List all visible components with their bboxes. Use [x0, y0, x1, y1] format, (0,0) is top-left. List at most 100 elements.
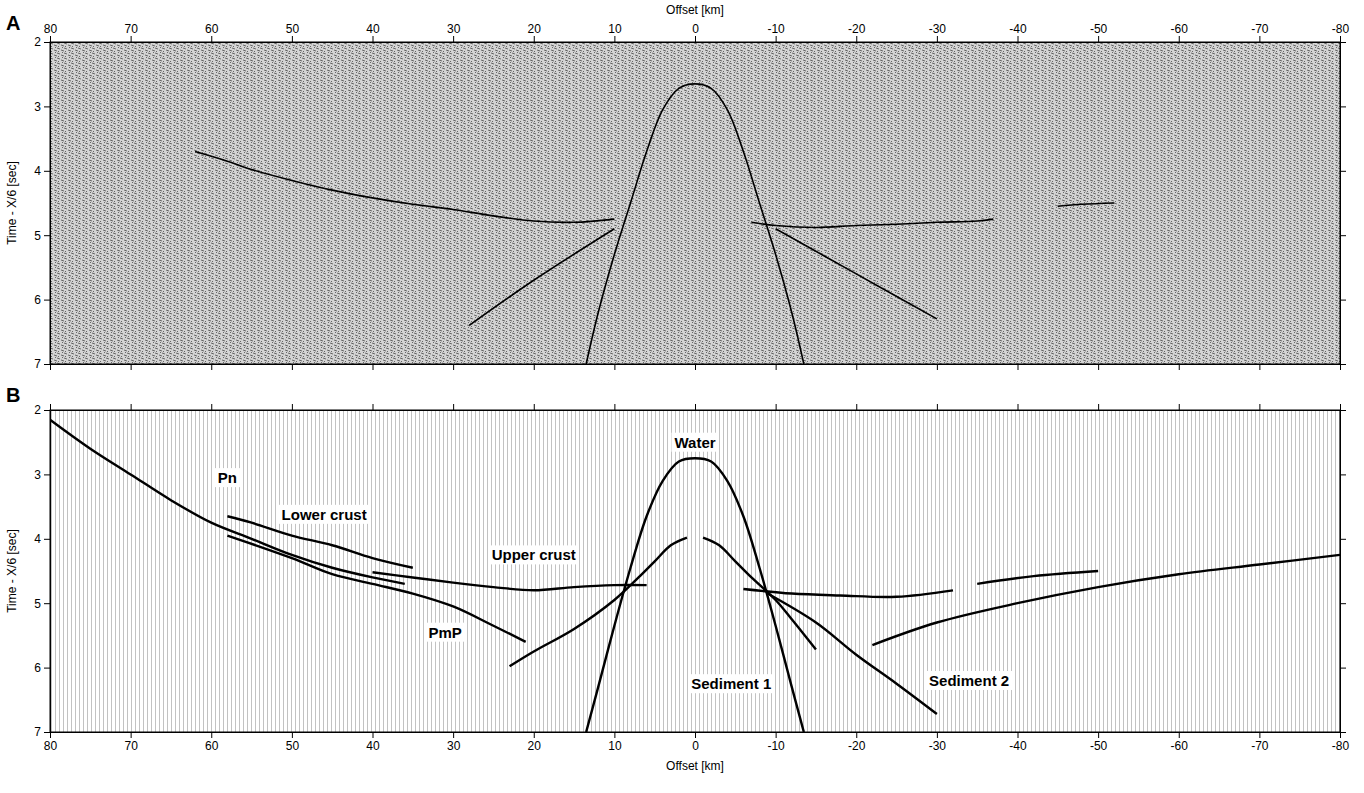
tick-mark: [1179, 732, 1180, 738]
tick-mark: [292, 36, 293, 42]
tick-label: 80: [44, 739, 58, 753]
y-axis-left: 234567: [34, 403, 50, 739]
tick-label: -60: [1171, 22, 1189, 36]
tick-mark: [292, 364, 293, 370]
tick-label: 30: [447, 22, 461, 36]
tick-mark: [1018, 36, 1019, 42]
tick-label: 3: [34, 468, 41, 482]
tick-mark: [534, 364, 535, 370]
tick: [1098, 404, 1099, 410]
tick-mark: [1179, 364, 1180, 370]
tick-mark: [292, 732, 293, 738]
plot-frame: [50, 42, 1340, 364]
tick: [1340, 732, 1346, 733]
tick-mark: [937, 364, 938, 370]
tick-mark: [44, 474, 50, 475]
phase-line: [872, 555, 1340, 645]
tick: [1179, 404, 1180, 410]
tick-mark: [453, 732, 454, 738]
axis-line: [50, 411, 51, 733]
tick-mark: [44, 171, 50, 172]
tick-label: -60: [1171, 739, 1189, 753]
annotation: PmP: [425, 623, 464, 642]
tick-label: -30: [929, 739, 947, 753]
tick: [50, 364, 51, 370]
tick-mark: [1018, 732, 1019, 738]
tick: 3: [34, 100, 50, 114]
tick-mark: [1098, 732, 1099, 738]
tick: [1340, 404, 1341, 410]
tick-mark: [776, 404, 777, 410]
phase-line: [751, 219, 993, 227]
tick: 20: [528, 732, 542, 753]
tick: 0: [692, 22, 699, 42]
axis-line: [51, 42, 1341, 43]
phase-line: [50, 420, 405, 584]
tick: [453, 404, 454, 410]
tick-mark: [1340, 539, 1346, 540]
tick-mark: [695, 364, 696, 370]
phase-label: Water: [674, 434, 715, 451]
tick-mark: [776, 36, 777, 42]
tick: [1259, 364, 1260, 370]
phase-line: [195, 151, 614, 222]
tick-label: 5: [34, 597, 41, 611]
tick-mark: [50, 364, 51, 370]
tick: [937, 404, 938, 410]
tick-mark: [1259, 364, 1260, 370]
tick-mark: [44, 42, 50, 43]
tick-mark: [856, 364, 857, 370]
tick-label: 2: [34, 403, 41, 417]
tick-mark: [534, 404, 535, 410]
tick: 2: [34, 35, 50, 49]
annotation: Upper crust: [489, 545, 579, 564]
tick-mark: [44, 668, 50, 669]
phase-line: [743, 589, 953, 597]
tick-label: 7: [34, 725, 41, 739]
tick: [373, 364, 374, 370]
tick: [1340, 42, 1346, 43]
panel-label: B: [6, 384, 20, 406]
tick: [1340, 410, 1346, 411]
tick-mark: [211, 364, 212, 370]
tick: [534, 404, 535, 410]
tick-mark: [211, 404, 212, 410]
tick: 50: [286, 22, 300, 42]
tick-mark: [44, 539, 50, 540]
tick: [534, 364, 535, 370]
tick: 80: [44, 732, 58, 753]
tick: [937, 364, 938, 370]
tick: -20: [848, 732, 866, 753]
x-axis-bottom: 80706050403020100-10-20-30-40-50-60-70-8…: [44, 732, 1350, 753]
tick-mark: [373, 364, 374, 370]
tick-mark: [1340, 364, 1346, 365]
phase-label: PmP: [428, 624, 461, 641]
tick-mark: [1018, 364, 1019, 370]
y-axis-left: 234567: [34, 35, 50, 371]
y-axis-title: Time - X/6 [sec]: [5, 161, 19, 245]
tick-label: 20: [528, 22, 542, 36]
tick-mark: [1179, 404, 1180, 410]
annotations: WaterPnLower crustUpper crustPmPSediment…: [215, 433, 1012, 694]
tick: [1340, 539, 1346, 540]
tick: -40: [1009, 732, 1027, 753]
tick-mark: [1018, 404, 1019, 410]
tick: [1340, 364, 1346, 365]
tick: -40: [1009, 22, 1027, 42]
annotation: Lower crust: [279, 505, 370, 524]
phase-label: Lower crust: [282, 506, 367, 523]
tick: 6: [34, 293, 50, 307]
tick: 20: [528, 22, 542, 42]
tick: [1340, 474, 1346, 475]
tick: 50: [286, 732, 300, 753]
tick-mark: [937, 36, 938, 42]
tick-mark: [1259, 732, 1260, 738]
tick: -60: [1171, 22, 1189, 42]
tick-label: 20: [528, 739, 542, 753]
tick-label: -40: [1009, 739, 1027, 753]
tick-mark: [856, 36, 857, 42]
tick-mark: [695, 36, 696, 42]
phase-line: [1058, 203, 1114, 206]
tick-mark: [50, 36, 51, 42]
tick: [292, 404, 293, 410]
